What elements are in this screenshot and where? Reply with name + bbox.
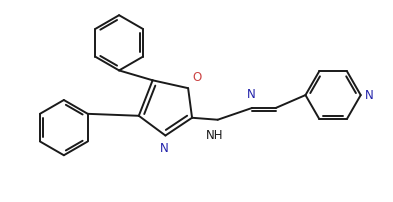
Text: N: N: [247, 88, 255, 101]
Text: N: N: [365, 89, 373, 102]
Text: NH: NH: [206, 129, 224, 142]
Text: O: O: [192, 71, 201, 84]
Text: N: N: [160, 142, 169, 155]
